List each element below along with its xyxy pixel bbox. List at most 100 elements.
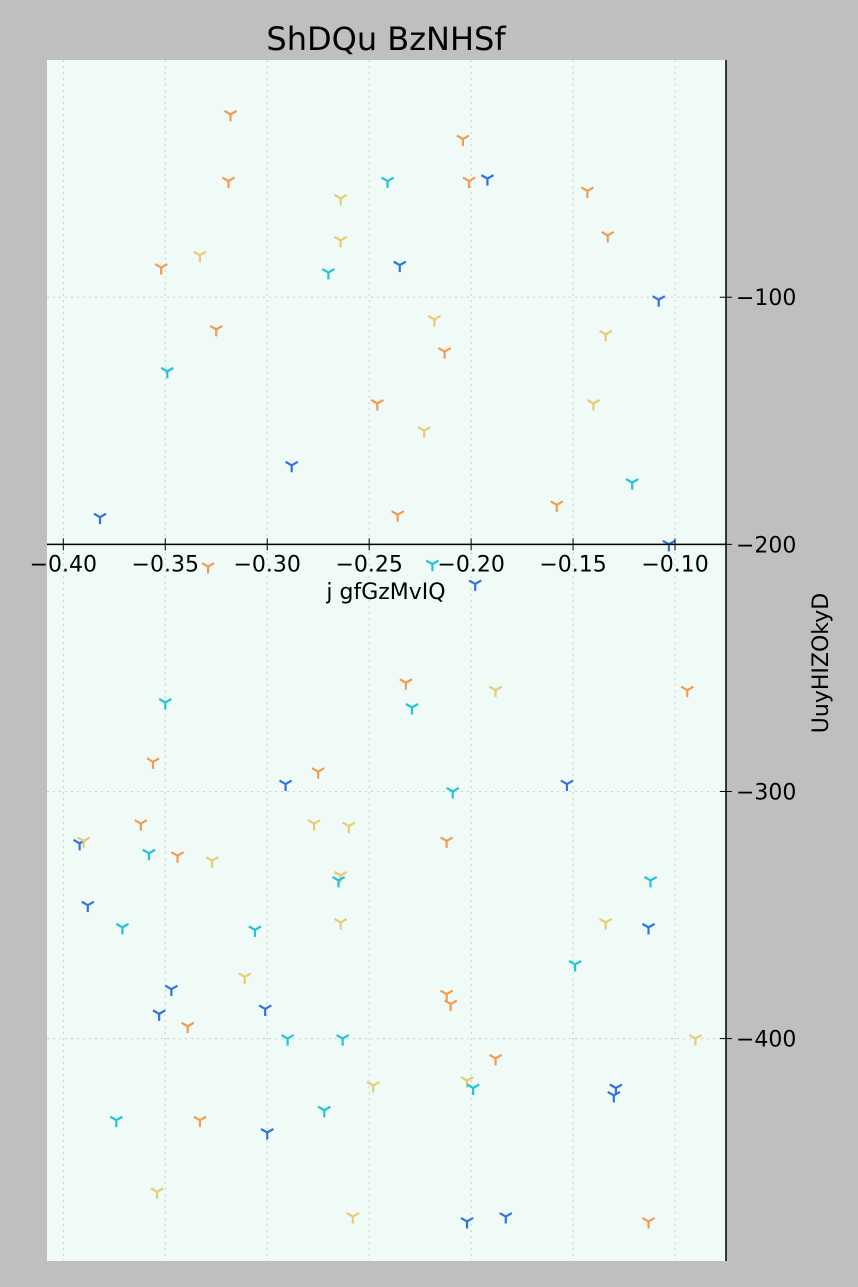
data-point: [425, 559, 440, 572]
data-point: [405, 702, 419, 715]
data-point: [440, 989, 454, 1002]
x-tick-label: −0.40: [30, 552, 97, 577]
data-point: [158, 698, 172, 710]
data-point: [370, 399, 384, 411]
data-point: [331, 875, 346, 888]
data-point: [307, 819, 321, 831]
y-tick-label: −100: [736, 286, 796, 311]
data-point: [333, 917, 348, 930]
data-point: [625, 478, 639, 490]
data-point: [193, 1115, 207, 1128]
data-point: [142, 848, 156, 861]
x-tick-label: −0.25: [335, 552, 402, 577]
data-point: [205, 856, 219, 868]
data-point: [460, 1217, 474, 1229]
data-point: [154, 263, 168, 275]
data-point: [333, 235, 348, 248]
data-point: [280, 1034, 295, 1046]
axes: −0.40 −0.35 −0.30 −0.25 −0.20 −0.15 −0.10 −100 −…: [30, 60, 796, 1261]
data-point: [446, 787, 460, 799]
data-point: [223, 109, 238, 122]
x-tick-label: −0.10: [641, 552, 708, 577]
data-point: [601, 231, 615, 243]
data-point: [285, 460, 299, 473]
x-axis-label: j gfGzMvIQ: [325, 580, 445, 605]
data-point: [321, 268, 336, 280]
data-point: [680, 685, 694, 698]
x-tick-label: −0.30: [234, 552, 301, 577]
data-point: [278, 779, 293, 792]
y-tick-label: −400: [736, 1028, 796, 1053]
data-point: [607, 1090, 621, 1103]
data-markers: [72, 109, 703, 1229]
data-point: [193, 250, 207, 263]
data-point: [456, 134, 470, 147]
data-point: [437, 347, 452, 359]
data-point: [311, 767, 325, 779]
data-point: [221, 176, 236, 189]
data-point: [643, 875, 658, 888]
data-point: [181, 1021, 195, 1034]
data-point: [468, 579, 482, 591]
data-point: [641, 1217, 656, 1229]
data-point: [466, 1083, 480, 1096]
data-point: [393, 260, 407, 273]
x-tick-label: −0.20: [437, 552, 504, 577]
data-point: [460, 1076, 474, 1088]
data-point: [150, 1187, 164, 1199]
data-point: [440, 836, 454, 848]
data-point: [399, 678, 413, 690]
y-axis-label: UuyHIZOkyD: [809, 593, 834, 733]
data-point: [641, 922, 656, 935]
data-point: [499, 1212, 513, 1224]
data-point: [164, 984, 179, 997]
data-point: [480, 174, 495, 186]
data-point: [580, 186, 594, 198]
plot-area: [47, 60, 726, 1261]
data-point: [599, 329, 613, 342]
data-point: [444, 999, 458, 1011]
data-point: [160, 366, 174, 379]
data-point: [152, 1009, 166, 1021]
data-point: [346, 1212, 360, 1224]
data-point: [248, 925, 262, 937]
data-point: [652, 295, 666, 307]
data-point: [417, 426, 431, 438]
data-point: [109, 1115, 123, 1128]
data-point: [550, 500, 564, 512]
data-point: [238, 972, 252, 984]
data-point: [488, 1053, 503, 1066]
data-point: [560, 779, 574, 792]
data-point: [81, 900, 95, 913]
data-point: [209, 324, 223, 337]
data-point: [333, 193, 348, 206]
data-point: [342, 821, 356, 834]
x-tick-label: −0.35: [132, 552, 199, 577]
data-point: [170, 851, 185, 863]
data-point: [317, 1105, 331, 1118]
data-point: [201, 562, 215, 574]
data-point: [93, 512, 107, 525]
grid-lines: [47, 60, 726, 1261]
data-point: [77, 836, 91, 848]
y-tick-label: −300: [736, 780, 796, 805]
data-point: [688, 1034, 703, 1046]
data-point: [115, 922, 130, 935]
data-point: [488, 685, 503, 698]
data-point: [568, 960, 582, 972]
data-point: [336, 1034, 350, 1046]
chart-title: ShDQu BzNHSf: [266, 20, 506, 58]
y-tick-label: −200: [736, 533, 796, 558]
data-point: [146, 757, 160, 769]
x-tick-label: −0.15: [539, 552, 606, 577]
data-point: [586, 399, 601, 411]
data-point: [391, 510, 405, 522]
data-point: [260, 1128, 274, 1140]
data-point: [134, 819, 148, 831]
data-point: [462, 176, 476, 189]
data-point: [599, 917, 613, 930]
data-point: [366, 1081, 380, 1093]
data-point: [427, 315, 442, 327]
